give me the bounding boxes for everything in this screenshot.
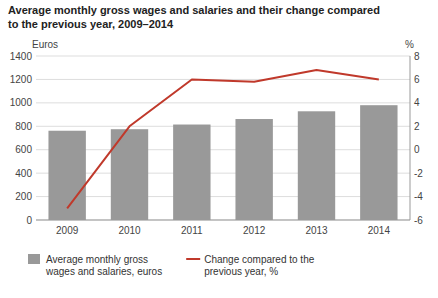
y2-tick-label: -2 [414,168,423,179]
x-tick-label: 2012 [243,225,266,236]
bar [235,119,272,220]
y2-tick-label: 0 [414,144,420,155]
y2-tick-label: 6 [414,74,420,85]
legend-item: Change compared to theprevious year, % [186,254,315,277]
x-axis-line [36,220,410,221]
y-tick-label: 400 [15,168,32,179]
legend-swatch [186,258,200,260]
y-axis-label: Euros [32,39,58,50]
y-tick-label: 0 [26,215,32,226]
bar [360,105,397,220]
legend: Average monthly grosswages and salaries,… [28,254,315,277]
legend-label: Average monthly grosswages and salaries,… [45,254,162,277]
grid-line [36,126,410,127]
y2-axis-line [410,56,411,220]
bar [298,111,335,220]
x-tick-label: 2014 [368,225,391,236]
y2-tick-label: -6 [414,215,423,226]
y-tick-label: 600 [15,144,32,155]
grid-line [36,196,410,197]
x-tick-label: 2011 [181,225,203,236]
title: Average monthly gross wages and salaries… [8,4,380,30]
y-tick-label: 800 [15,121,32,132]
legend-label: Change compared to theprevious year, % [204,254,315,277]
y2-tick-label: 4 [414,97,420,108]
line [67,70,379,208]
y-tick-label: 1400 [10,51,33,62]
grid-line [36,56,410,57]
x-tick-label: 2009 [56,225,79,236]
chart: Average monthly gross wages and salaries… [0,0,438,298]
grid-line [36,102,410,103]
y2-tick-label: 8 [414,51,420,62]
y2-axis-label: % [405,39,414,50]
bar [173,125,210,220]
legend-item: Average monthly grosswages and salaries,… [28,254,162,277]
y-tick-label: 1200 [10,74,33,85]
grid [36,56,410,220]
y2-tick-label: 2 [414,121,420,132]
grid-line [36,149,410,150]
bar [48,131,85,220]
grid-line [36,220,410,221]
y2-tick-label: -4 [414,191,423,202]
grid-line [36,173,410,174]
x-tick-label: 2013 [305,225,328,236]
x-tick-label: 2010 [118,225,141,236]
y-tick-label: 200 [15,191,32,202]
legend-swatch [28,254,40,264]
plot-area [48,70,397,220]
y-tick-label: 1000 [10,97,33,108]
